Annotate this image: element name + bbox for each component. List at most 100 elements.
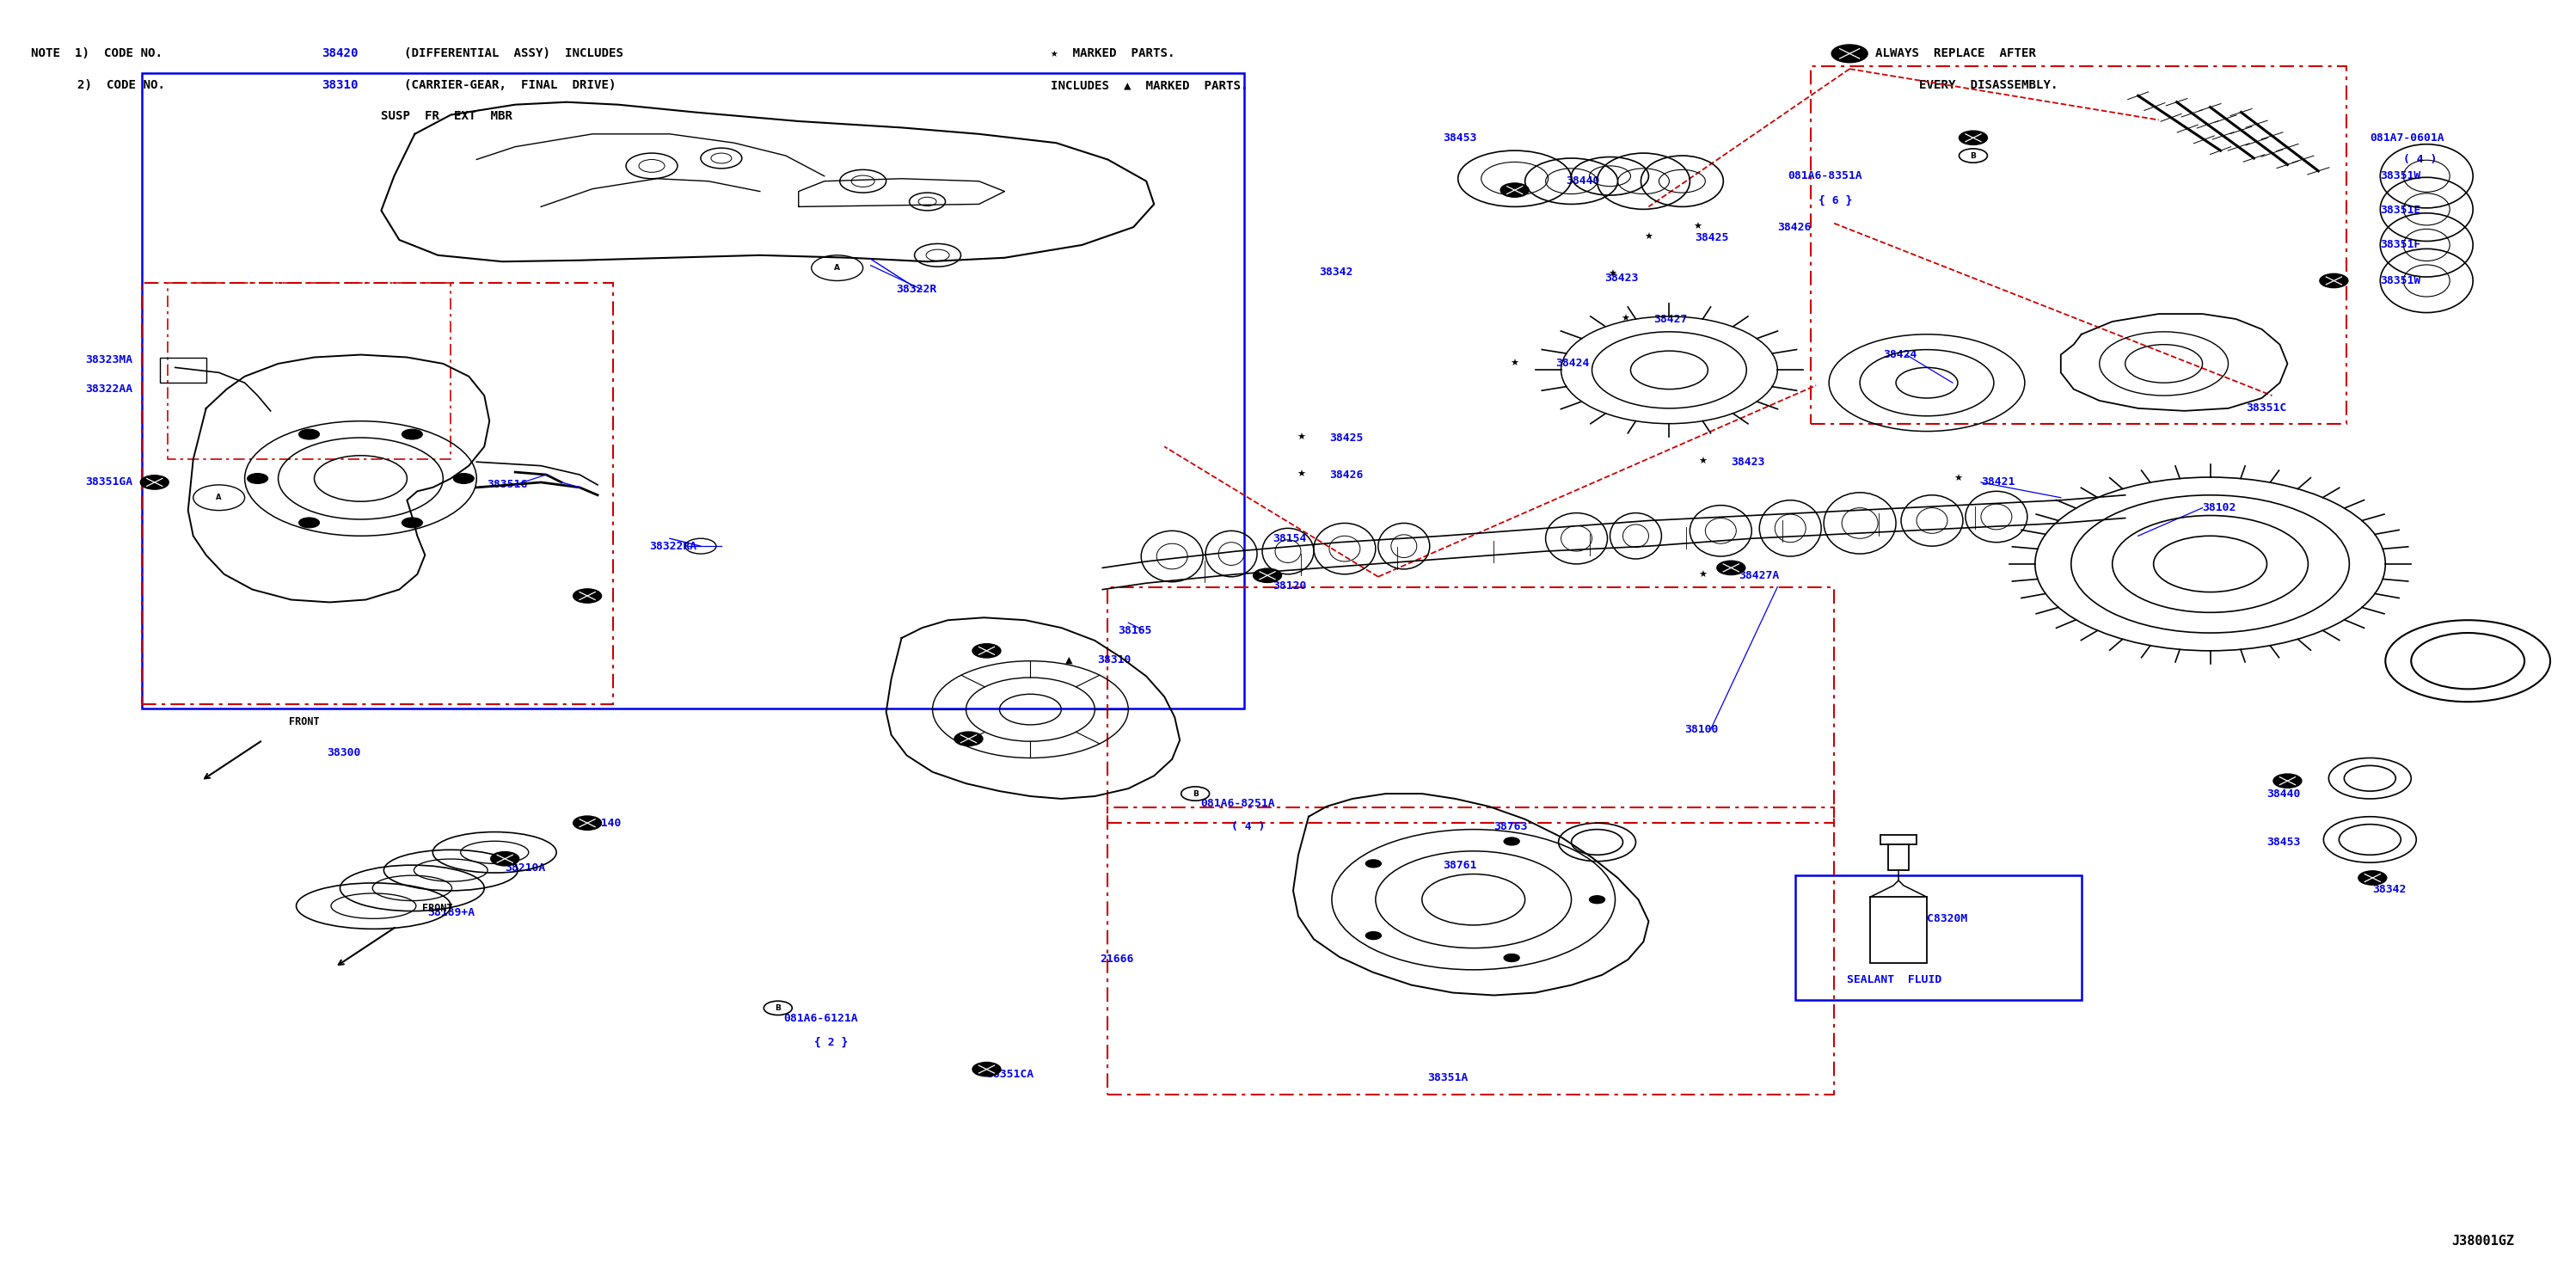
Circle shape <box>139 475 170 490</box>
Text: 38342: 38342 <box>2372 884 2406 894</box>
Circle shape <box>1504 954 1520 962</box>
Text: 38323MA: 38323MA <box>85 355 131 365</box>
Text: 38102: 38102 <box>2202 503 2236 513</box>
Bar <box>1888 845 1909 870</box>
Circle shape <box>1589 896 1605 903</box>
Text: 38426: 38426 <box>1329 470 1363 480</box>
Text: A: A <box>216 494 222 501</box>
Circle shape <box>402 518 422 528</box>
Text: ★: ★ <box>1698 572 1708 579</box>
Text: 38424: 38424 <box>1556 359 1589 369</box>
Text: FRONT: FRONT <box>289 716 319 727</box>
Text: C8320M: C8320M <box>1927 914 1968 924</box>
Circle shape <box>299 429 319 439</box>
Bar <box>1811 66 2347 424</box>
Text: SEALANT  FLUID: SEALANT FLUID <box>1847 975 1942 985</box>
Circle shape <box>1716 561 1747 575</box>
Text: 2)  CODE NO.: 2) CODE NO. <box>77 79 165 91</box>
Text: 38425: 38425 <box>1329 433 1363 443</box>
Text: 38440: 38440 <box>2267 789 2300 799</box>
Text: 38425: 38425 <box>1695 232 1728 242</box>
Text: ★: ★ <box>1953 475 1963 482</box>
Text: (CARRIER-GEAR,  FINAL  DRIVE): (CARRIER-GEAR, FINAL DRIVE) <box>404 79 616 91</box>
Text: 38351A: 38351A <box>1427 1073 1468 1083</box>
Text: B: B <box>1193 790 1198 798</box>
Circle shape <box>489 852 518 865</box>
Text: 38310: 38310 <box>322 79 358 91</box>
Text: FRONT: FRONT <box>422 902 453 914</box>
Text: 081A6-6121A: 081A6-6121A <box>783 1013 858 1023</box>
Text: (DIFFERENTIAL  ASSY)  INCLUDES: (DIFFERENTIAL ASSY) INCLUDES <box>404 47 623 59</box>
Circle shape <box>1365 931 1381 939</box>
Text: 38351GA: 38351GA <box>85 477 131 487</box>
Bar <box>1870 897 1927 963</box>
Text: INCLUDES  ▲  MARKED  PARTS.: INCLUDES ▲ MARKED PARTS. <box>1051 79 1249 91</box>
Text: ALWAYS  REPLACE  AFTER: ALWAYS REPLACE AFTER <box>1875 47 2035 59</box>
Text: ★  MARKED  PARTS.: ★ MARKED PARTS. <box>1051 47 1175 59</box>
Text: 21666: 21666 <box>1100 954 1133 965</box>
Text: 38427: 38427 <box>1654 314 1687 324</box>
Text: ( 4 ): ( 4 ) <box>1231 822 1265 832</box>
Text: SUSP  FR  EXT  MBR: SUSP FR EXT MBR <box>381 110 513 121</box>
Bar <box>160 357 206 383</box>
Text: 38120: 38120 <box>1273 581 1306 591</box>
Text: B: B <box>775 1004 781 1012</box>
Text: ★: ★ <box>1692 223 1703 231</box>
Bar <box>1880 835 1917 845</box>
Text: 38351C: 38351C <box>2246 403 2287 413</box>
Circle shape <box>574 817 603 831</box>
Text: { 6 }: { 6 } <box>1819 195 1852 205</box>
Text: 38351CA: 38351CA <box>987 1069 1033 1079</box>
Text: 38322RA: 38322RA <box>649 541 696 551</box>
Text: 38210A: 38210A <box>505 863 546 873</box>
Text: ★: ★ <box>1643 234 1654 241</box>
Text: 38165: 38165 <box>1118 625 1151 635</box>
Text: ★: ★ <box>1607 271 1618 278</box>
Circle shape <box>299 518 319 528</box>
Text: 38763: 38763 <box>1494 822 1528 832</box>
Circle shape <box>247 473 268 484</box>
Text: ★: ★ <box>1296 471 1306 478</box>
Text: 38424: 38424 <box>1883 350 1917 360</box>
Text: 38423: 38423 <box>1605 273 1638 283</box>
Text: 38421: 38421 <box>1981 477 2014 487</box>
Text: 38351E: 38351E <box>2380 205 2421 216</box>
Text: 38351G: 38351G <box>487 480 528 490</box>
Text: EVERY  DISASSEMBLY.: EVERY DISASSEMBLY. <box>1919 79 2058 91</box>
Text: 38310: 38310 <box>1097 655 1131 665</box>
Text: 081A7-0601A: 081A7-0601A <box>2370 133 2445 143</box>
Text: ★: ★ <box>1510 360 1520 367</box>
Text: ▲: ▲ <box>1066 656 1072 664</box>
Text: A: A <box>835 264 840 272</box>
Circle shape <box>1832 45 1868 63</box>
Text: 38300: 38300 <box>327 748 361 758</box>
Circle shape <box>1958 131 1989 145</box>
Circle shape <box>974 1062 999 1077</box>
Bar <box>142 73 1244 708</box>
Bar <box>142 283 613 704</box>
Text: 38322AA: 38322AA <box>85 384 131 394</box>
Text: 38426: 38426 <box>1777 222 1811 232</box>
Text: 38427A: 38427A <box>1739 570 1780 581</box>
Text: 38453: 38453 <box>2267 837 2300 847</box>
Circle shape <box>574 588 603 604</box>
Text: ( 4 ): ( 4 ) <box>2403 154 2437 165</box>
Circle shape <box>402 429 422 439</box>
Text: 38140: 38140 <box>587 818 621 828</box>
Text: J38001GZ: J38001GZ <box>2452 1235 2514 1248</box>
Text: 081A6-8251A: 081A6-8251A <box>1200 799 1275 809</box>
Text: 38100: 38100 <box>1685 725 1718 735</box>
Text: 38761: 38761 <box>1443 860 1476 870</box>
Text: ★: ★ <box>1698 458 1708 466</box>
Circle shape <box>1499 184 1530 198</box>
Text: ★: ★ <box>1296 434 1306 441</box>
Text: 081A6-8351A: 081A6-8351A <box>1788 171 1862 181</box>
Text: 38322R: 38322R <box>896 285 938 295</box>
Text: NOTE  1)  CODE NO.: NOTE 1) CODE NO. <box>31 47 162 59</box>
Text: B: B <box>1971 152 1976 160</box>
Text: 38420: 38420 <box>322 47 358 59</box>
Text: 38453: 38453 <box>1443 133 1476 143</box>
Circle shape <box>1504 837 1520 845</box>
Circle shape <box>953 732 984 745</box>
Circle shape <box>2318 274 2349 288</box>
